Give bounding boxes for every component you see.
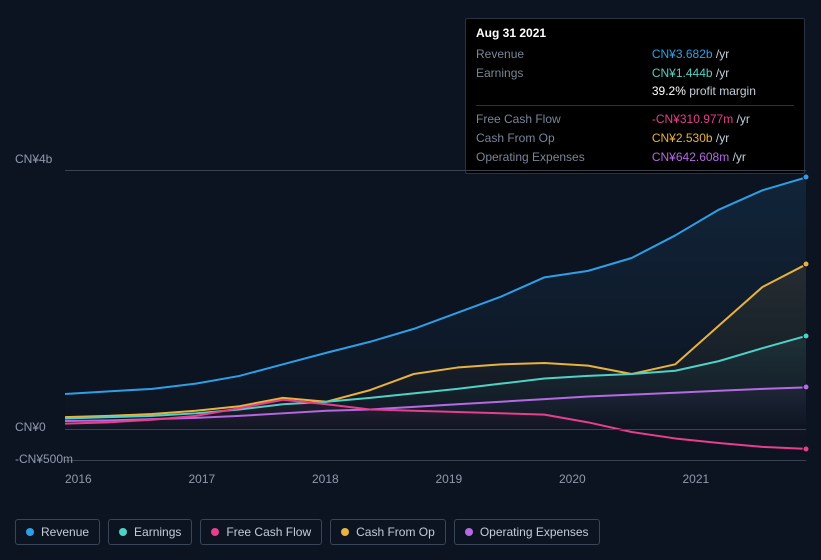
series-end-dot <box>803 445 810 452</box>
series-end-dot <box>803 384 810 391</box>
tooltip-row: 39.2% profit margin <box>476 82 794 101</box>
legend-dot-icon <box>465 528 473 536</box>
legend-dot-icon <box>341 528 349 536</box>
legend-dot-icon <box>119 528 127 536</box>
x-axis-labels: 201620172018201920202021 <box>65 472 806 486</box>
tooltip-row-label: Revenue <box>476 45 652 64</box>
chart-svg <box>65 171 806 461</box>
y-axis-label-neg: -CN¥500m <box>15 452 73 466</box>
legend-item-label: Cash From Op <box>356 525 435 539</box>
x-axis-tick-label: 2019 <box>436 472 560 486</box>
series-end-dot <box>803 174 810 181</box>
y-axis-label-zero: CN¥0 <box>15 420 46 434</box>
series-end-dot <box>803 332 810 339</box>
tooltip-row-label: Free Cash Flow <box>476 110 652 129</box>
tooltip-row-label: Cash From Op <box>476 129 652 148</box>
tooltip-row-label: Earnings <box>476 64 652 83</box>
chart-legend: Revenue Earnings Free Cash Flow Cash From O… <box>15 519 600 545</box>
legend-dot-icon <box>26 528 34 536</box>
x-axis-tick-label: 2016 <box>65 472 189 486</box>
legend-item[interactable]: Operating Expenses <box>454 519 600 545</box>
x-axis-tick-label: 2020 <box>559 472 683 486</box>
zero-gridline <box>65 429 806 430</box>
tooltip-row-value: CN¥3.682b /yr <box>652 45 794 64</box>
legend-dot-icon <box>211 528 219 536</box>
tooltip-row-value: CN¥1.444b /yr <box>652 64 794 83</box>
tooltip-row: Free Cash Flow-CN¥310.977m /yr <box>476 110 794 129</box>
x-axis-tick-label: 2017 <box>189 472 313 486</box>
legend-item-label: Revenue <box>41 525 89 539</box>
tooltip-row-value: 39.2% profit margin <box>652 82 794 101</box>
tooltip-row-label <box>476 82 652 101</box>
legend-item-label: Earnings <box>134 525 181 539</box>
x-axis-tick-label: 2021 <box>683 472 807 486</box>
tooltip-row: Cash From OpCN¥2.530b /yr <box>476 129 794 148</box>
tooltip-row-value: CN¥2.530b /yr <box>652 129 794 148</box>
neg-gridline <box>65 460 806 461</box>
chart-container: CN¥4b CN¥0 -CN¥500m 20162017201820192020… <box>15 150 806 490</box>
x-axis-tick-label: 2018 <box>312 472 436 486</box>
legend-item[interactable]: Free Cash Flow <box>200 519 322 545</box>
tooltip-row-value: -CN¥310.977m /yr <box>652 110 794 129</box>
tooltip-row: EarningsCN¥1.444b /yr <box>476 64 794 83</box>
tooltip-table: RevenueCN¥3.682b /yrEarningsCN¥1.444b /y… <box>476 45 794 167</box>
legend-item[interactable]: Cash From Op <box>330 519 446 545</box>
tooltip-row: RevenueCN¥3.682b /yr <box>476 45 794 64</box>
legend-item[interactable]: Earnings <box>108 519 192 545</box>
chart-plot-area[interactable] <box>65 170 806 460</box>
series-end-dot <box>803 261 810 268</box>
legend-item-label: Operating Expenses <box>480 525 589 539</box>
y-axis-label-top: CN¥4b <box>15 152 52 166</box>
legend-item[interactable]: Revenue <box>15 519 100 545</box>
tooltip-title: Aug 31 2021 <box>476 25 794 42</box>
legend-item-label: Free Cash Flow <box>226 525 311 539</box>
